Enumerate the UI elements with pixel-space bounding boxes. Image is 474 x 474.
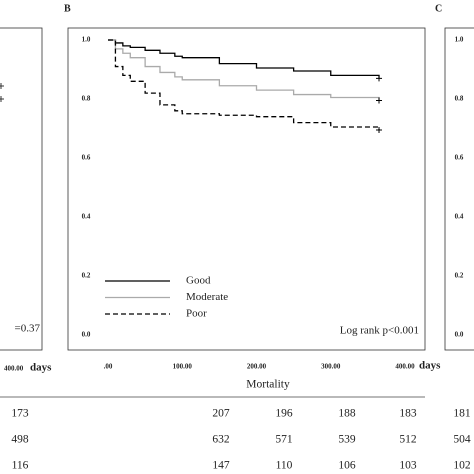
- table-cell: 173: [11, 408, 29, 420]
- x-tick-label: 100.00: [173, 363, 193, 371]
- table-cell: 188: [338, 408, 356, 420]
- y-tick-label: 0.0: [82, 331, 91, 339]
- table-cell: 512: [399, 434, 417, 446]
- y-tick-label: 0.4: [82, 213, 91, 221]
- x-tick-label: 200.00: [247, 363, 267, 371]
- legend-label: Moderate: [186, 291, 228, 303]
- y-tick-label: 0.2: [82, 272, 91, 280]
- table-cell: 571: [275, 434, 293, 446]
- table-cell: 498: [11, 434, 29, 446]
- table-cell: 147: [212, 460, 230, 472]
- panel-c-y-tick: 0.4: [455, 213, 464, 221]
- panel-c-y-tick: 0.2: [455, 272, 464, 280]
- survival-curve: [108, 39, 380, 130]
- panel-c-y-tick: 0.6: [455, 154, 464, 162]
- table-cell: 102: [453, 460, 471, 472]
- panel-c-y-tick: 1.0: [455, 36, 464, 44]
- table-cell: 504: [453, 434, 471, 446]
- panel-b-frame: [67, 27, 426, 351]
- table-cell: 110: [276, 460, 293, 472]
- y-tick-label: 1.0: [82, 36, 91, 44]
- panel-a-annotation: =0.37: [15, 323, 41, 335]
- table-cell: 116: [12, 460, 29, 472]
- y-tick-label: 0.8: [82, 95, 91, 103]
- panel-a-frame: [0, 27, 43, 351]
- panel-c-frame: [444, 27, 474, 351]
- panel-c-y-tick: 0.8: [455, 95, 464, 103]
- censor-mark: [376, 75, 383, 82]
- table-title: Mortality: [246, 379, 290, 391]
- panel-a-x-tick: 400.00: [4, 365, 24, 373]
- x-tick-label: 300.00: [321, 363, 341, 371]
- table-cell: 183: [399, 408, 417, 420]
- legend-label: Good: [186, 275, 211, 287]
- survival-curve: [108, 39, 380, 79]
- panel-a-censor: [0, 83, 4, 102]
- panel-c-y-tick: 0.0: [455, 331, 464, 339]
- survival-curve: [108, 39, 380, 101]
- x-tick-label: .00: [104, 363, 113, 371]
- panel-a-x-label: days: [30, 362, 52, 374]
- table-cell: 181: [453, 408, 471, 420]
- censor-mark: [376, 97, 383, 104]
- table-cell: 539: [338, 434, 356, 446]
- x-tick-label: 400.00: [395, 363, 415, 371]
- table-cell: 207: [212, 408, 230, 420]
- table-cell: 106: [338, 460, 356, 472]
- x-axis-label: days: [419, 360, 441, 372]
- y-tick-label: 0.6: [82, 154, 91, 162]
- panel-label: B: [64, 3, 71, 14]
- table-cell: 103: [399, 460, 417, 472]
- legend-label: Poor: [186, 308, 207, 320]
- censor-mark: [376, 126, 383, 133]
- table-cell: 632: [212, 434, 230, 446]
- annotation: Log rank p<0.001: [340, 325, 419, 337]
- panel-c-label: C: [435, 3, 442, 14]
- table-cell: 196: [275, 408, 293, 420]
